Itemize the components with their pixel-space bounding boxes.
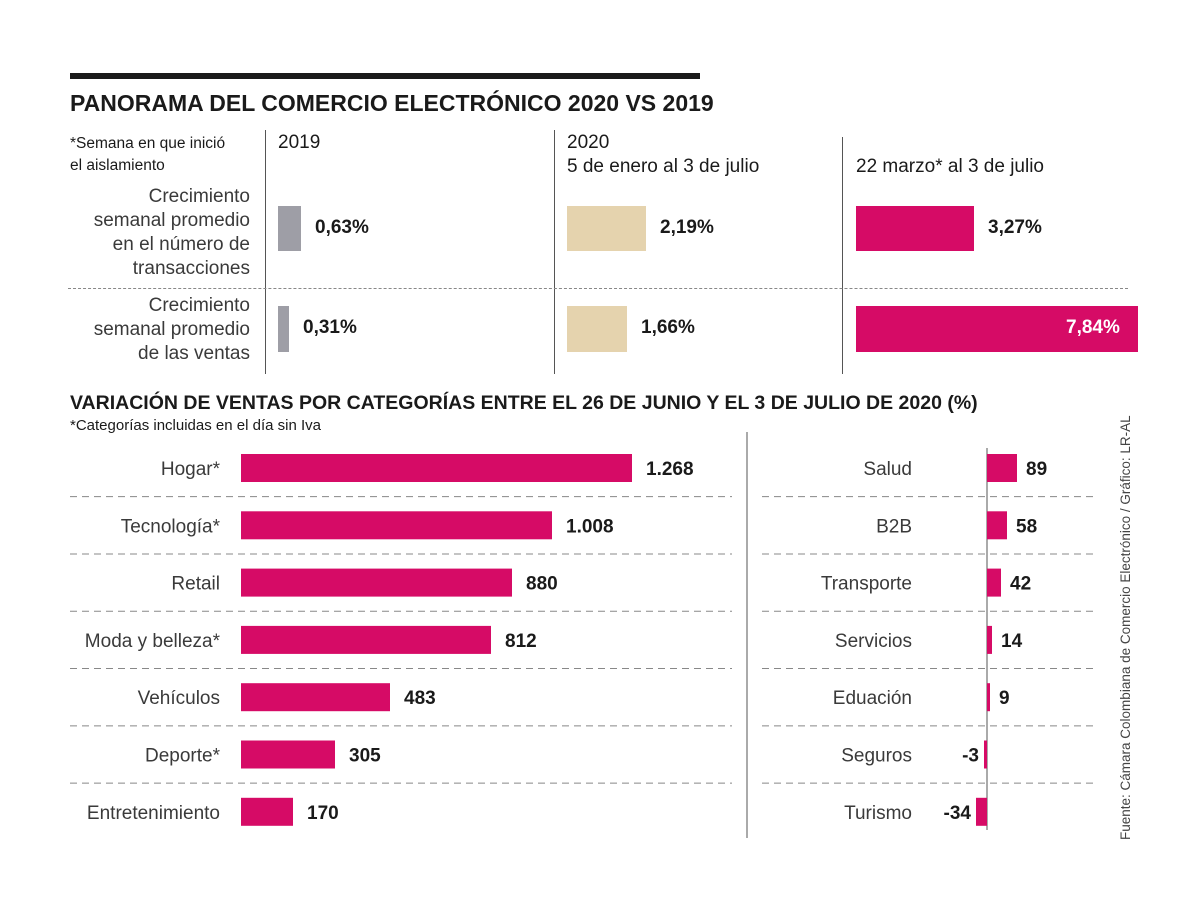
value-label: 305: [349, 746, 381, 767]
value-label: 9: [999, 688, 1010, 709]
value-label: 58: [1016, 516, 1037, 537]
category-label: Retail: [171, 574, 220, 595]
bar-transactions-2020: [567, 206, 646, 251]
row-label-sales: Crecimiento semanal promedio de las vent…: [72, 294, 250, 366]
source-credit: Fuente: Cámara Colombiana de Comercio El…: [1118, 415, 1133, 840]
category-label: Tecnología*: [121, 516, 221, 537]
value-transactions-lockdown: 3,27%: [988, 216, 1042, 238]
bar-tecnología-: [241, 511, 552, 540]
bar-eduación: [987, 683, 990, 712]
bar-transporte: [987, 568, 1001, 597]
value-label: 89: [1026, 459, 1047, 480]
row-label-line: semanal promedio: [93, 210, 250, 231]
value-sales-lockdown: 7,84%: [1066, 317, 1120, 338]
value-label: 1.268: [646, 459, 694, 480]
chart-title: VARIACIÓN DE VENTAS POR CATEGORÍAS ENTRE…: [70, 392, 978, 414]
row-label-line: Crecimiento: [148, 295, 250, 316]
category-label: Transporte: [821, 574, 912, 595]
value-label: -3: [962, 746, 979, 767]
panorama-note-line2: el aislamiento: [70, 157, 165, 174]
value-label: 1.008: [566, 516, 614, 537]
category-chart: Hogar* 1.268 Tecnología* 1.008 Retail 880 Moda…: [70, 432, 1096, 838]
row-label-line: semanal promedio: [93, 319, 250, 340]
divider-2020: [554, 130, 555, 374]
category-label: Hogar*: [161, 459, 221, 480]
bar-moda-y-belleza-: [241, 625, 491, 654]
bar-transactions-2019: [278, 206, 301, 251]
bar-servicios: [987, 625, 992, 654]
bar-sales-lockdown: [856, 306, 1138, 352]
row-label-line: de las ventas: [138, 343, 250, 364]
bar-hogar-: [241, 454, 632, 482]
value-label: 14: [1001, 631, 1023, 652]
bar-sales-2019: [278, 306, 289, 352]
row-separator: [68, 288, 1128, 289]
category-label: Servicios: [835, 631, 912, 652]
category-label: Vehículos: [138, 688, 220, 709]
category-label: Eduación: [833, 688, 912, 709]
panorama-note-line1: *Semana en que inició: [70, 135, 226, 152]
row-label-transactions: Crecimiento semanal promedio en el númer…: [72, 185, 250, 281]
bar-transactions-lockdown: [856, 206, 974, 251]
bar-retail: [241, 568, 512, 597]
panorama-title: PANORAMA DEL COMERCIO ELECTRÓNICO 2020 V…: [70, 90, 714, 116]
category-label: Entretenimiento: [87, 803, 220, 824]
bar-vehículos: [241, 683, 390, 712]
bar-entretenimiento: [241, 797, 293, 826]
value-label: 170: [307, 803, 339, 824]
category-label: Seguros: [841, 746, 912, 767]
bar-salud: [987, 454, 1017, 482]
bar-deporte-: [241, 740, 335, 769]
col-header-2020: 2020: [567, 132, 610, 153]
col-header-2020-range: 5 de enero al 3 de julio: [567, 156, 760, 177]
row-label-line: Crecimiento: [148, 186, 250, 207]
bar-sales-2020: [567, 306, 627, 352]
bar-turismo: [976, 797, 987, 826]
chart-subtitle: *Categorías incluidas en el día sin Iva: [70, 417, 321, 434]
divider-lockdown: [842, 137, 843, 374]
category-label: Deporte*: [145, 746, 221, 767]
bar-b2b: [987, 511, 1007, 540]
bar-seguros: [984, 740, 987, 769]
category-label: B2B: [876, 516, 912, 537]
value-label: 880: [526, 574, 558, 595]
category-label: Moda y belleza*: [85, 631, 221, 652]
panorama-note: *Semana en que inició el aislamiento: [70, 133, 225, 177]
value-transactions-2020: 2,19%: [660, 216, 714, 238]
value-label: 812: [505, 631, 537, 652]
value-sales-2019: 0,31%: [303, 317, 357, 338]
divider-2019: [265, 130, 266, 374]
value-label: 42: [1010, 574, 1031, 595]
category-label: Salud: [863, 459, 912, 480]
value-transactions-2019: 0,63%: [315, 216, 369, 238]
top-rule: [70, 73, 700, 79]
row-label-line: en el número de: [112, 234, 250, 255]
col-header-2019: 2019: [278, 132, 321, 153]
value-sales-2020: 1,66%: [641, 317, 695, 338]
value-label: 483: [404, 688, 436, 709]
row-label-line: transacciones: [132, 258, 250, 279]
category-label: Turismo: [844, 803, 912, 824]
value-label: -34: [944, 803, 972, 824]
col-header-lockdown: 22 marzo* al 3 de julio: [856, 156, 1044, 177]
